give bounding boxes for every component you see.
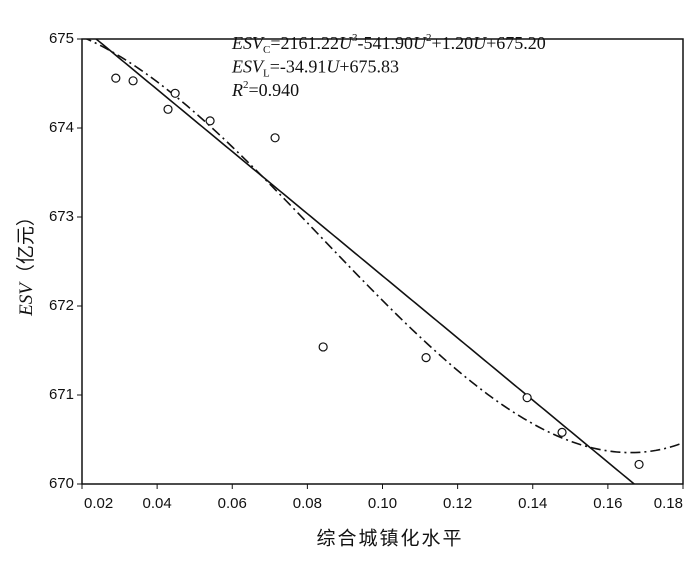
x-axis-label: 综合城镇化水平 (316, 527, 463, 549)
data-point (270, 133, 280, 143)
x-tick-label: 0.14 (518, 495, 547, 512)
equation-annotation: ESVC=2161.22U3-541.90U2+1.20U+675.20 (231, 32, 546, 56)
data-point (170, 88, 180, 98)
annotation-part: +675.83 (339, 57, 399, 77)
annotation-part: =2161.22 (270, 33, 339, 53)
annotation-part: L (263, 67, 270, 79)
x-tick-label: 0.12 (443, 495, 472, 512)
data-point (111, 73, 121, 83)
x-tick-label: 0.08 (293, 495, 322, 512)
fit-curve (94, 39, 636, 484)
y-tick-label: 672 (49, 297, 74, 314)
equation-annotation: R2=0.940 (231, 79, 299, 101)
x-tick-label: 0.18 (654, 495, 683, 512)
annotation-part: ESV (231, 57, 265, 77)
equation-annotation: ESVL=-34.91U+675.83 (231, 57, 399, 79)
fit-curves (85, 39, 683, 484)
data-point (522, 393, 532, 403)
y-tick-label: 671 (49, 386, 74, 403)
x-tick-label: 0.04 (143, 495, 172, 512)
data-point (128, 76, 138, 86)
data-point (318, 342, 328, 352)
y-tick-label: 675 (49, 30, 74, 47)
y-axis-label: ESV（亿元） (15, 207, 37, 317)
data-point (421, 353, 431, 363)
annotation-part: U (413, 33, 427, 53)
annotation-part: =-34.91 (270, 57, 327, 77)
annotation-part: U (326, 57, 340, 77)
data-point (205, 116, 215, 126)
annotation-part: +1.20 (432, 33, 474, 53)
y-tick-label: 673 (49, 208, 74, 225)
annotation-part: +675.20 (486, 33, 546, 53)
annotation-part: ESV (231, 33, 265, 53)
y-tick-label: 674 (49, 119, 74, 136)
annotation-part: R (231, 80, 243, 100)
fit-curve (85, 39, 683, 454)
y-axis-label-part: ESV (16, 281, 37, 317)
data-point (557, 427, 567, 437)
plot-frame (81, 38, 684, 485)
annotation-part: 3 (352, 32, 358, 44)
annotation-part: 2 (426, 32, 432, 44)
annotation-part: =0.940 (249, 80, 300, 100)
annotation-part: C (263, 44, 270, 56)
annotation-part: U (473, 33, 487, 53)
data-point (634, 459, 644, 470)
annotation-part: 2 (243, 79, 249, 91)
x-tick-label: 0.10 (368, 495, 397, 512)
y-tick-label: 670 (49, 475, 74, 492)
data-point (163, 104, 173, 114)
x-tick-label: 0.02 (84, 495, 113, 512)
annotation-part: U (339, 33, 353, 53)
x-tick-label: 0.06 (218, 495, 247, 512)
x-tick-label: 0.16 (593, 495, 622, 512)
annotation-part: -541.90 (358, 33, 414, 53)
y-axis-label-part: （亿元） (15, 207, 37, 283)
